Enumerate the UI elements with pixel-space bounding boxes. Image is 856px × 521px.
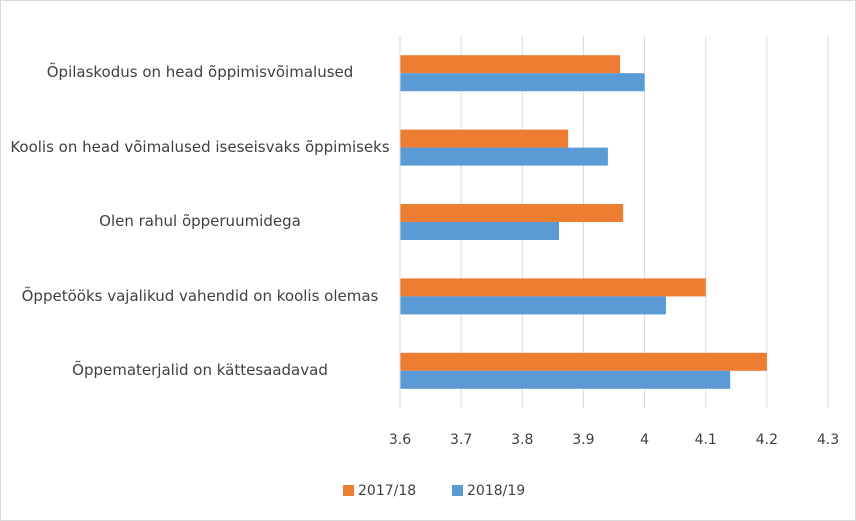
x-tick-label: 4.3 — [817, 432, 839, 448]
legend-swatch — [452, 485, 463, 496]
bar — [400, 55, 621, 74]
y-tick-label: Koolis on head võimalused iseseisvaks õp… — [10, 137, 390, 156]
bar — [400, 352, 767, 371]
y-tick-label: Õpilaskodus on head õppimisvõimalused — [46, 63, 354, 82]
x-tick-label: 3.9 — [572, 432, 594, 448]
bar — [400, 73, 645, 92]
category-label: Koolis on head võimalused iseseisvaks õp… — [10, 137, 390, 156]
bar — [400, 278, 706, 297]
category-label: Õppetööks vajalikud vahendid on koolis o… — [21, 286, 379, 305]
category-label: Olen rahul õpperuumidega — [99, 212, 301, 231]
x-tick-label: 4.2 — [756, 432, 778, 448]
bar — [400, 147, 608, 166]
y-tick-label: Õppetööks vajalikud vahendid on koolis o… — [21, 286, 379, 305]
legend-swatch — [343, 485, 354, 496]
bar — [400, 370, 731, 389]
bar — [400, 204, 624, 222]
y-tick-label: Olen rahul õpperuumidega — [99, 212, 301, 231]
legend-label: 2018/19 — [467, 483, 525, 499]
category-label: Õpilaskodus on head õppimisvõimalused — [46, 63, 354, 82]
bar — [400, 222, 559, 240]
category-label: Õppematerjalid on kättesaadavad — [72, 360, 328, 379]
x-tick-label: 4.1 — [695, 432, 717, 448]
x-tick-label: 3.7 — [450, 432, 472, 448]
bar — [400, 296, 666, 315]
legend-label: 2017/18 — [358, 483, 416, 499]
bar — [400, 129, 569, 148]
y-tick-label: Õppematerjalid on kättesaadavad — [72, 360, 328, 379]
x-tick-label: 4 — [640, 432, 649, 448]
x-tick-label: 3.6 — [389, 432, 411, 448]
x-tick-label: 3.8 — [511, 432, 533, 448]
